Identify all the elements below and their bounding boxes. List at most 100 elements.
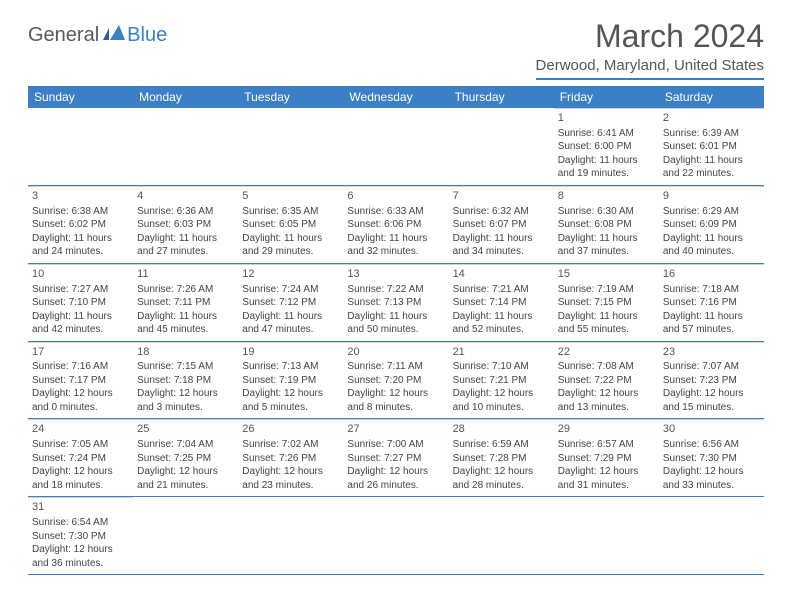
day-cell: 24Sunrise: 7:05 AMSunset: 7:24 PMDayligh… (28, 419, 133, 496)
sunset-line: Sunset: 6:08 PM (558, 218, 655, 232)
sunset-line: Sunset: 6:03 PM (137, 218, 234, 232)
day-cell: 22Sunrise: 7:08 AMSunset: 7:22 PMDayligh… (554, 342, 659, 419)
day-header: Monday (133, 86, 238, 108)
day-number: 4 (137, 189, 234, 204)
daylight-line: Daylight: 12 hours and 26 minutes. (347, 465, 444, 492)
day-cell: 11Sunrise: 7:26 AMSunset: 7:11 PMDayligh… (133, 264, 238, 341)
sunrise-line: Sunrise: 7:19 AM (558, 283, 655, 297)
title-block: March 2024 Derwood, Maryland, United Sta… (536, 18, 764, 80)
sunset-line: Sunset: 7:29 PM (558, 452, 655, 466)
day-number: 5 (242, 189, 339, 204)
sunset-line: Sunset: 6:07 PM (453, 218, 550, 232)
sunset-line: Sunset: 7:20 PM (347, 374, 444, 388)
sunrise-line: Sunrise: 6:35 AM (242, 205, 339, 219)
week-row: 17Sunrise: 7:16 AMSunset: 7:17 PMDayligh… (28, 342, 764, 420)
empty-cell (238, 497, 343, 574)
day-number: 26 (242, 422, 339, 437)
sunset-line: Sunset: 7:13 PM (347, 296, 444, 310)
logo-text-b: Blue (127, 24, 167, 47)
day-cell: 9Sunrise: 6:29 AMSunset: 6:09 PMDaylight… (659, 186, 764, 263)
sunrise-line: Sunrise: 7:21 AM (453, 283, 550, 297)
empty-cell (343, 108, 448, 185)
day-number: 7 (453, 189, 550, 204)
sunrise-line: Sunrise: 7:13 AM (242, 360, 339, 374)
logo: General Blue (28, 24, 167, 47)
sunrise-line: Sunrise: 6:57 AM (558, 438, 655, 452)
sunset-line: Sunset: 7:19 PM (242, 374, 339, 388)
day-cell: 19Sunrise: 7:13 AMSunset: 7:19 PMDayligh… (238, 342, 343, 419)
sunrise-line: Sunrise: 6:39 AM (663, 127, 760, 141)
sunrise-line: Sunrise: 7:02 AM (242, 438, 339, 452)
sunrise-line: Sunrise: 6:33 AM (347, 205, 444, 219)
daylight-line: Daylight: 11 hours and 47 minutes. (242, 310, 339, 337)
day-header: Sunday (28, 86, 133, 108)
weeks-container: 1Sunrise: 6:41 AMSunset: 6:00 PMDaylight… (28, 108, 764, 575)
empty-cell (133, 108, 238, 185)
day-number: 21 (453, 345, 550, 360)
week-row: 10Sunrise: 7:27 AMSunset: 7:10 PMDayligh… (28, 264, 764, 342)
day-header: Friday (554, 86, 659, 108)
sunrise-line: Sunrise: 7:16 AM (32, 360, 129, 374)
day-cell: 13Sunrise: 7:22 AMSunset: 7:13 PMDayligh… (343, 264, 448, 341)
day-number: 16 (663, 267, 760, 282)
daylight-line: Daylight: 11 hours and 42 minutes. (32, 310, 129, 337)
day-number: 28 (453, 422, 550, 437)
sunrise-line: Sunrise: 7:26 AM (137, 283, 234, 297)
daylight-line: Daylight: 12 hours and 0 minutes. (32, 387, 129, 414)
daylight-line: Daylight: 12 hours and 31 minutes. (558, 465, 655, 492)
empty-cell (343, 497, 448, 574)
sunset-line: Sunset: 7:16 PM (663, 296, 760, 310)
day-cell: 3Sunrise: 6:38 AMSunset: 6:02 PMDaylight… (28, 186, 133, 263)
sunset-line: Sunset: 6:09 PM (663, 218, 760, 232)
day-cell: 17Sunrise: 7:16 AMSunset: 7:17 PMDayligh… (28, 342, 133, 419)
sunrise-line: Sunrise: 7:22 AM (347, 283, 444, 297)
daylight-line: Daylight: 11 hours and 52 minutes. (453, 310, 550, 337)
sunrise-line: Sunrise: 6:54 AM (32, 516, 129, 530)
daylight-line: Daylight: 12 hours and 21 minutes. (137, 465, 234, 492)
sunrise-line: Sunrise: 6:29 AM (663, 205, 760, 219)
day-number: 6 (347, 189, 444, 204)
week-row: 24Sunrise: 7:05 AMSunset: 7:24 PMDayligh… (28, 419, 764, 497)
sunrise-line: Sunrise: 6:30 AM (558, 205, 655, 219)
sunrise-line: Sunrise: 7:11 AM (347, 360, 444, 374)
day-number: 22 (558, 345, 655, 360)
sunset-line: Sunset: 6:05 PM (242, 218, 339, 232)
sunrise-line: Sunrise: 6:56 AM (663, 438, 760, 452)
day-cell: 30Sunrise: 6:56 AMSunset: 7:30 PMDayligh… (659, 419, 764, 496)
day-cell: 5Sunrise: 6:35 AMSunset: 6:05 PMDaylight… (238, 186, 343, 263)
sunset-line: Sunset: 6:02 PM (32, 218, 129, 232)
day-cell: 8Sunrise: 6:30 AMSunset: 6:08 PMDaylight… (554, 186, 659, 263)
sunset-line: Sunset: 7:30 PM (663, 452, 760, 466)
day-number: 2 (663, 111, 760, 126)
day-cell: 25Sunrise: 7:04 AMSunset: 7:25 PMDayligh… (133, 419, 238, 496)
sunset-line: Sunset: 7:14 PM (453, 296, 550, 310)
day-number: 1 (558, 111, 655, 126)
day-cell: 10Sunrise: 7:27 AMSunset: 7:10 PMDayligh… (28, 264, 133, 341)
sunset-line: Sunset: 7:10 PM (32, 296, 129, 310)
sunrise-line: Sunrise: 6:59 AM (453, 438, 550, 452)
daylight-line: Daylight: 11 hours and 24 minutes. (32, 232, 129, 259)
day-header: Thursday (449, 86, 554, 108)
sunset-line: Sunset: 7:12 PM (242, 296, 339, 310)
sunset-line: Sunset: 6:06 PM (347, 218, 444, 232)
day-cell: 20Sunrise: 7:11 AMSunset: 7:20 PMDayligh… (343, 342, 448, 419)
day-number: 14 (453, 267, 550, 282)
daylight-line: Daylight: 11 hours and 22 minutes. (663, 154, 760, 181)
day-cell: 6Sunrise: 6:33 AMSunset: 6:06 PMDaylight… (343, 186, 448, 263)
sunrise-line: Sunrise: 6:41 AM (558, 127, 655, 141)
day-number: 31 (32, 500, 129, 515)
day-number: 18 (137, 345, 234, 360)
sunset-line: Sunset: 7:22 PM (558, 374, 655, 388)
day-cell: 27Sunrise: 7:00 AMSunset: 7:27 PMDayligh… (343, 419, 448, 496)
daylight-line: Daylight: 11 hours and 57 minutes. (663, 310, 760, 337)
daylight-line: Daylight: 12 hours and 8 minutes. (347, 387, 444, 414)
daylight-line: Daylight: 11 hours and 50 minutes. (347, 310, 444, 337)
daylight-line: Daylight: 11 hours and 37 minutes. (558, 232, 655, 259)
empty-cell (554, 497, 659, 574)
daylight-line: Daylight: 11 hours and 55 minutes. (558, 310, 655, 337)
sunset-line: Sunset: 7:11 PM (137, 296, 234, 310)
sunset-line: Sunset: 7:18 PM (137, 374, 234, 388)
week-row: 31Sunrise: 6:54 AMSunset: 7:30 PMDayligh… (28, 497, 764, 575)
day-cell: 31Sunrise: 6:54 AMSunset: 7:30 PMDayligh… (28, 497, 133, 574)
daylight-line: Daylight: 11 hours and 27 minutes. (137, 232, 234, 259)
